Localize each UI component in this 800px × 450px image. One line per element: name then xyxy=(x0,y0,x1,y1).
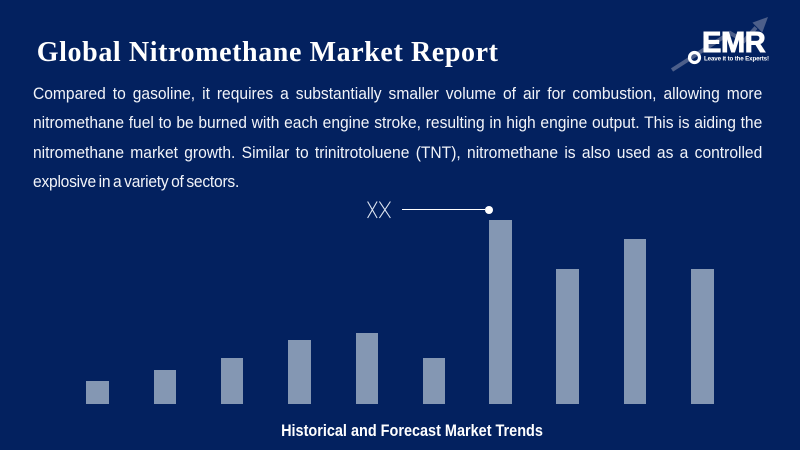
svg-text:Leave it to the Experts!: Leave it to the Experts! xyxy=(704,56,769,63)
svg-text:EMR: EMR xyxy=(702,27,766,59)
